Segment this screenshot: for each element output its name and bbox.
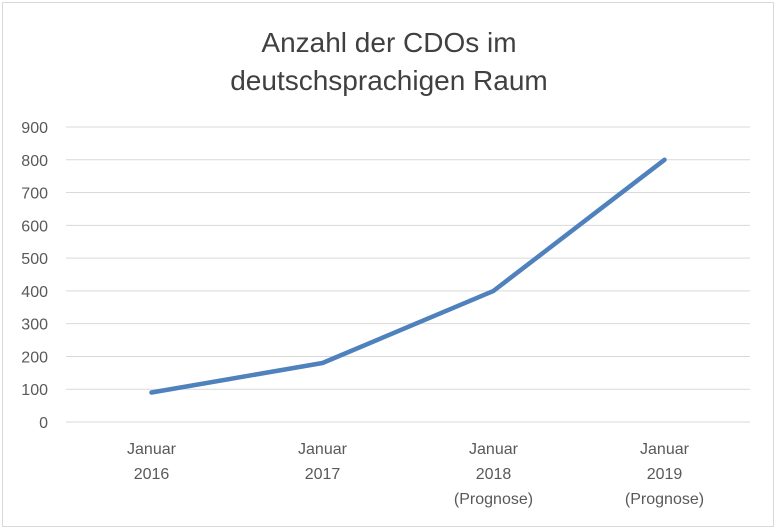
- y-axis-tick-labels: 0 100 200 300 400 500 600 700 800 900: [21, 120, 48, 432]
- y-tick-label: 900: [21, 120, 48, 137]
- x-tick-label: Januar 2018 (Prognose): [454, 441, 533, 508]
- y-tick-label: 700: [21, 186, 48, 203]
- x-tick-label-line: Januar: [640, 441, 690, 458]
- y-tick-label: 800: [21, 153, 48, 170]
- y-tick-label: 500: [21, 251, 48, 268]
- x-tick-label-line: (Prognose): [625, 491, 704, 508]
- y-tick-label: 0: [39, 415, 48, 432]
- x-tick-label-line: Januar: [469, 441, 519, 458]
- y-tick-label: 300: [21, 317, 48, 334]
- chart-title-line-1: Anzahl der CDOs im: [261, 27, 517, 58]
- x-tick-label: Januar 2016: [127, 441, 177, 483]
- series-layer: [149, 157, 667, 395]
- x-tick-label-line: 2016: [134, 466, 170, 483]
- x-tick-label: Januar 2019 (Prognose): [625, 441, 704, 508]
- gridlines: [66, 126, 750, 423]
- chart-title: Anzahl der CDOs im deutschsprachigen Rau…: [0, 24, 778, 100]
- y-tick-label: 200: [21, 349, 48, 366]
- series-line-0: [149, 157, 667, 395]
- chart-title-line-2: deutschsprachigen Raum: [230, 65, 548, 96]
- y-tick-label: 100: [21, 382, 48, 399]
- x-tick-label-line: 2017: [305, 466, 341, 483]
- y-tick-label: 400: [21, 284, 48, 301]
- x-tick-label-line: 2018: [476, 466, 512, 483]
- x-tick-label-line: Januar: [298, 441, 348, 458]
- x-tick-label: Januar 2017: [298, 441, 348, 483]
- x-tick-label-line: 2019: [647, 466, 683, 483]
- x-tick-label-line: (Prognose): [454, 491, 533, 508]
- x-tick-label-line: Januar: [127, 441, 177, 458]
- x-axis-tick-labels: Januar 2016 Januar 2017 Januar 2018 (Prognose)…: [127, 441, 704, 508]
- y-tick-label: 600: [21, 218, 48, 235]
